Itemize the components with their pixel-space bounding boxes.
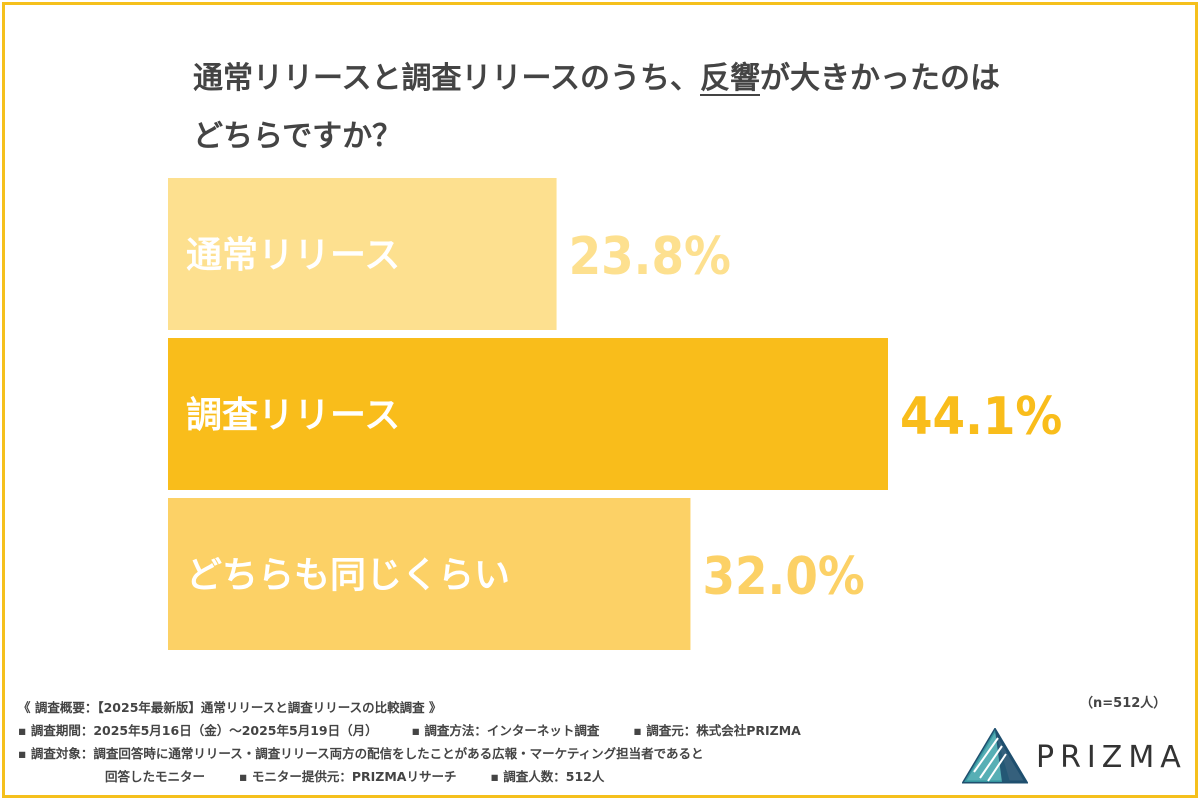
bar-2 xyxy=(168,338,888,490)
overview-title: 《 調査概要：【2025年最新版】通常リリースと調査リリースの比較調査 》 xyxy=(18,700,442,715)
question-line-2: どちらですか？ xyxy=(193,119,403,154)
category-label-3: どちらも同じくらい xyxy=(186,555,510,596)
prism-triangle-icon xyxy=(961,727,1029,784)
question-line-1: 通常リリースと調査リリースのうち、反響が大きかったのは xyxy=(193,50,1093,108)
category-label-1: 通常リリース xyxy=(186,235,400,276)
survey-period: ▪ 調査期間：2025年5月16日（金）〜2025年5月19日（月） xyxy=(18,723,378,738)
survey-source: ▪ 調査元：株式会社PRIZMA xyxy=(633,723,801,738)
value-label-1: 23.8% xyxy=(569,227,731,287)
question-text-b: が大きかったのは xyxy=(760,61,1000,96)
respondent-count: ▪ 調査人数：512人 xyxy=(490,769,605,784)
survey-overview: 《 調査概要：【2025年最新版】通常リリースと調査リリースの比較調査 》 ▪ … xyxy=(18,696,918,788)
overview-row-1: ▪ 調査期間：2025年5月16日（金）〜2025年5月19日（月） ▪ 調査方法… xyxy=(18,719,918,742)
bar-3 xyxy=(168,498,691,650)
logo-wordmark: PRIZMA xyxy=(1036,740,1187,775)
category-label-2: 調査リリース xyxy=(186,395,400,436)
value-label-2: 44.1% xyxy=(900,387,1062,447)
value-label-3: 32.0% xyxy=(702,547,864,607)
sample-size: （n=512人） xyxy=(1080,696,1167,711)
prizma-logo: PRIZMA xyxy=(961,727,1192,788)
overview-row-3: 回答したモニター ▪ モニター提供元：PRIZMAリサーチ ▪ 調査人数：512人 xyxy=(18,765,918,788)
survey-method: ▪ 調査方法：インターネット調査 xyxy=(411,723,600,738)
question-emphasis: 反響 xyxy=(700,61,760,96)
monitor-provider: ▪ モニター提供元：PRIZMAリサーチ xyxy=(239,769,457,784)
survey-question: 通常リリースと調査リリースのうち、反響が大きかったのは どちらですか？ xyxy=(193,50,1093,166)
survey-target-cont: 回答したモニター xyxy=(105,769,206,784)
bar-1 xyxy=(168,178,557,330)
question-text-a: 通常リリースと調査リリースのうち、 xyxy=(193,61,700,96)
survey-target: ▪ 調査対象：調査回答時に通常リリース・調査リリース両方の配信をしたことがある広… xyxy=(18,746,704,761)
